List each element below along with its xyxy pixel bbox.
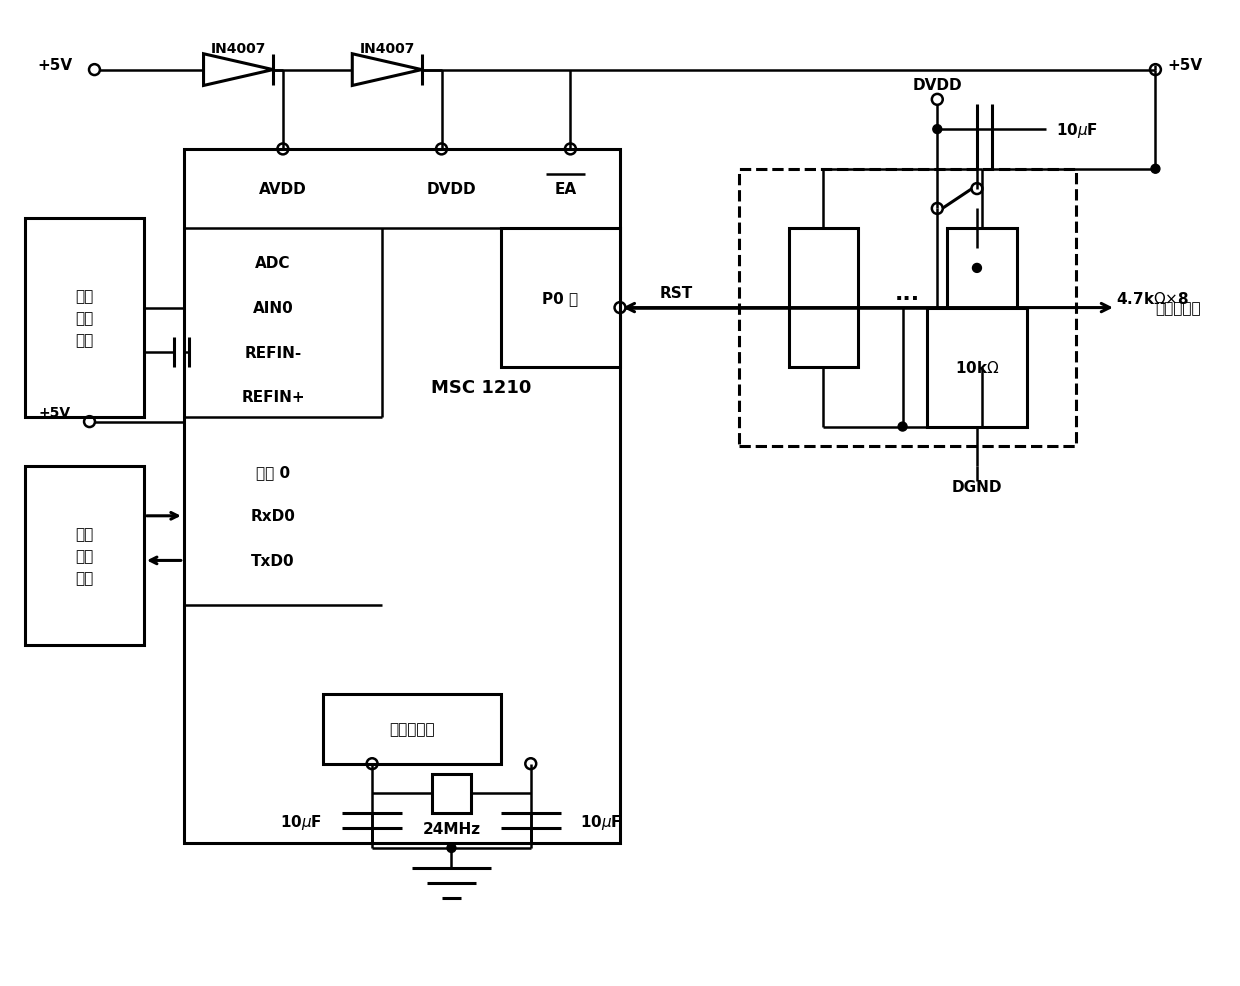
Text: RST: RST [660, 286, 693, 301]
Text: 至显示单元: 至显示单元 [1156, 301, 1202, 316]
Text: 10k$\Omega$: 10k$\Omega$ [955, 360, 999, 376]
Circle shape [932, 125, 941, 134]
Circle shape [1151, 165, 1159, 175]
Bar [432, 774, 471, 813]
Circle shape [972, 264, 981, 273]
Bar [789, 229, 858, 368]
Text: AIN0: AIN0 [253, 301, 294, 316]
Text: DVDD: DVDD [427, 181, 476, 197]
Circle shape [446, 844, 456, 853]
Text: DVDD: DVDD [913, 78, 962, 93]
Text: 时钟发生器: 时钟发生器 [389, 722, 434, 737]
Text: TxD0: TxD0 [252, 553, 295, 568]
Text: 10$\mu$F: 10$\mu$F [280, 811, 322, 831]
Text: DGND: DGND [952, 479, 1002, 494]
Text: IN4007: IN4007 [360, 41, 414, 56]
Text: RxD0: RxD0 [250, 509, 295, 524]
Text: 10$\mu$F: 10$\mu$F [1056, 120, 1099, 139]
Text: ···: ··· [895, 288, 920, 309]
Text: 24MHz: 24MHz [423, 820, 480, 836]
Text: MSC 1210: MSC 1210 [432, 379, 532, 396]
Text: IN4007: IN4007 [211, 41, 265, 56]
Text: 信号
调理
单元: 信号 调理 单元 [76, 289, 94, 348]
Bar [947, 229, 1017, 368]
Text: REFIN-: REFIN- [244, 345, 301, 360]
Text: REFIN+: REFIN+ [241, 389, 305, 405]
Text: 通信
接口
单元: 通信 接口 单元 [76, 527, 94, 586]
Text: EA: EA [554, 181, 577, 197]
Bar [322, 694, 501, 764]
Text: +5V: +5V [1168, 58, 1203, 73]
Bar [928, 309, 1027, 427]
Text: 串口 0: 串口 0 [255, 464, 290, 479]
Bar [25, 219, 144, 417]
Bar [739, 170, 1076, 447]
Text: 10$\mu$F: 10$\mu$F [580, 811, 622, 831]
Text: +5V: +5V [37, 58, 72, 73]
Bar [184, 150, 620, 843]
Text: 4.7k$\Omega$$\times$8: 4.7k$\Omega$$\times$8 [1116, 290, 1189, 307]
Bar [501, 229, 620, 368]
Circle shape [898, 423, 906, 432]
Text: +5V: +5V [38, 405, 71, 419]
Text: AVDD: AVDD [259, 181, 306, 197]
Text: P0 口: P0 口 [542, 291, 579, 306]
Text: ADC: ADC [255, 256, 290, 271]
Bar [25, 466, 144, 645]
